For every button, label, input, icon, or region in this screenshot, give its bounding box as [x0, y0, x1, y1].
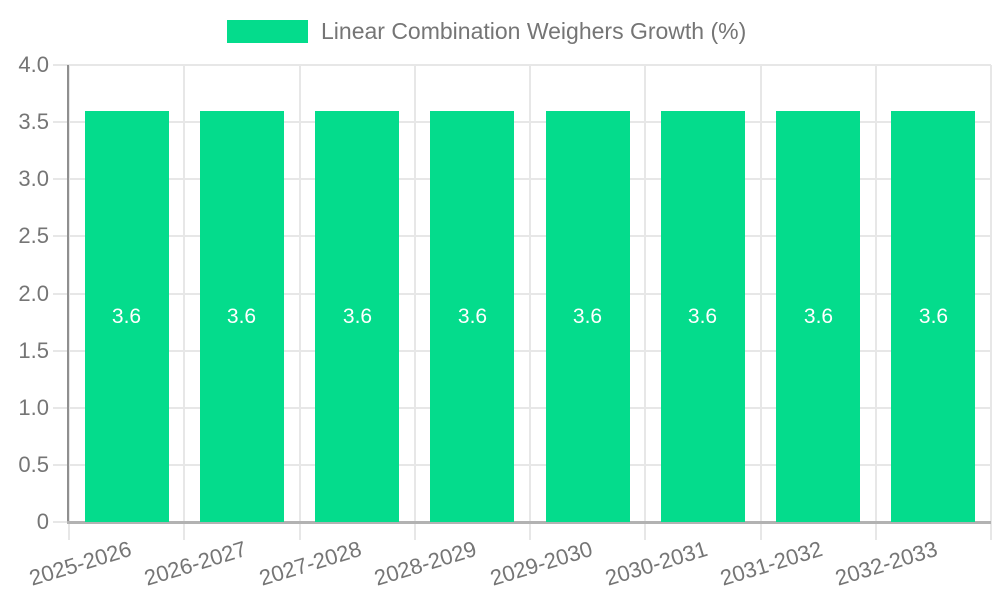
legend-label: Linear Combination Weighers Growth (%): [321, 18, 747, 44]
bar: [661, 111, 745, 522]
bar-value-label: 3.6: [572, 305, 603, 328]
y-tick-label: 2.5: [18, 223, 49, 248]
bar: [430, 111, 514, 522]
y-gridline: [53, 350, 991, 352]
bar-value-label: 3.6: [687, 305, 718, 328]
y-tick-label: 0.5: [18, 452, 49, 477]
x-tick-label: 2032-2033: [832, 536, 941, 591]
x-tick-label: 2025-2026: [26, 536, 135, 591]
bar-value-label: 3.6: [457, 305, 488, 328]
x-gridline: [990, 65, 992, 540]
y-gridline: [53, 464, 991, 466]
y-axis-line: [67, 65, 69, 522]
x-gridline: [760, 65, 762, 540]
x-gridline: [414, 65, 416, 540]
y-tick-label: 3.0: [18, 166, 49, 191]
bar: [776, 111, 860, 522]
x-gridline: [299, 65, 301, 540]
x-tick-label: 2027-2028: [256, 536, 365, 591]
bar: [546, 111, 630, 522]
x-gridline: [183, 65, 185, 540]
x-gridline: [529, 65, 531, 540]
x-tick-label: 2031-2032: [717, 536, 826, 591]
plot-area: 3.6 3.6 3.6 3.6 3.6 3.6 3.6 3.6 0 0.5 1.0 1.5 2.0 2.…: [18, 52, 992, 540]
x-gridline: [644, 65, 646, 540]
x-tick-label: 2026-2027: [141, 536, 250, 591]
bar: [200, 111, 284, 522]
bar-value-label: 3.6: [918, 305, 949, 328]
legend-swatch: [227, 20, 308, 43]
x-gridline: [875, 65, 877, 540]
y-gridline: [53, 121, 991, 123]
bar: [85, 111, 169, 522]
x-gridline: [68, 65, 70, 540]
bar-value-label: 3.6: [111, 305, 142, 328]
bar-value-label: 3.6: [803, 305, 834, 328]
y-tick-label: 0: [36, 509, 49, 534]
y-gridline: [53, 407, 991, 409]
bar: [315, 111, 399, 522]
x-tick-label: 2030-2031: [602, 536, 711, 591]
bar: [891, 111, 975, 522]
y-gridline: [53, 293, 991, 295]
x-tick-label: 2029-2030: [487, 536, 596, 591]
bar-value-label: 3.6: [342, 305, 373, 328]
y-tick-label: 1.5: [18, 338, 49, 363]
y-gridline: [53, 178, 991, 180]
y-tick-label: 2.0: [18, 281, 49, 306]
y-gridline: [53, 64, 991, 66]
y-gridline: [53, 235, 991, 237]
x-tick-label: 2028-2029: [371, 536, 480, 591]
y-tick-label: 1.0: [18, 395, 49, 420]
bar-value-label: 3.6: [226, 305, 257, 328]
y-tick-label: 4.0: [18, 52, 49, 77]
y-tick-label: 3.5: [18, 109, 49, 134]
x-axis-line: [67, 521, 991, 524]
